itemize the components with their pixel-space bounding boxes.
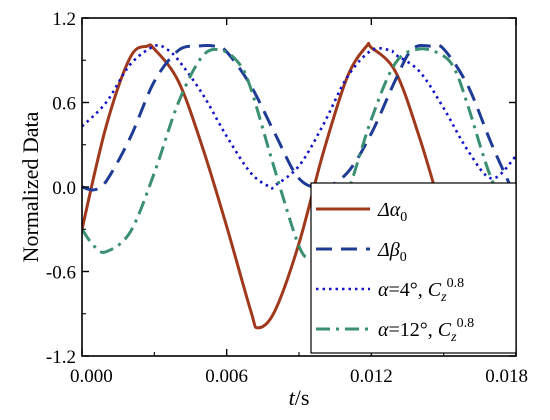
series-delta-beta-line (82, 43, 516, 199)
y-tick-label: 0.0 (52, 178, 76, 199)
y-tick-label: 0.6 (52, 94, 76, 115)
y-tick-label: 1.2 (52, 9, 76, 30)
y-axis-title: Normalized Data (18, 111, 43, 262)
x-tick-label: 0.018 (485, 366, 528, 387)
x-tick-label: 0.006 (205, 366, 248, 387)
legend: Δα0 Δβ0 α=4°, Cz0.8 α=12°, Cz0.8 (310, 182, 517, 354)
x-tick-label: 0.012 (350, 366, 393, 387)
y-tick-label: -0.6 (46, 263, 76, 284)
x-tick-label: 0.000 (70, 366, 113, 387)
y-tick-label: -1.2 (46, 347, 76, 368)
x-axis-title: t/s (289, 385, 310, 410)
legend-box (310, 182, 517, 354)
series-alpha-12-line (82, 47, 516, 260)
